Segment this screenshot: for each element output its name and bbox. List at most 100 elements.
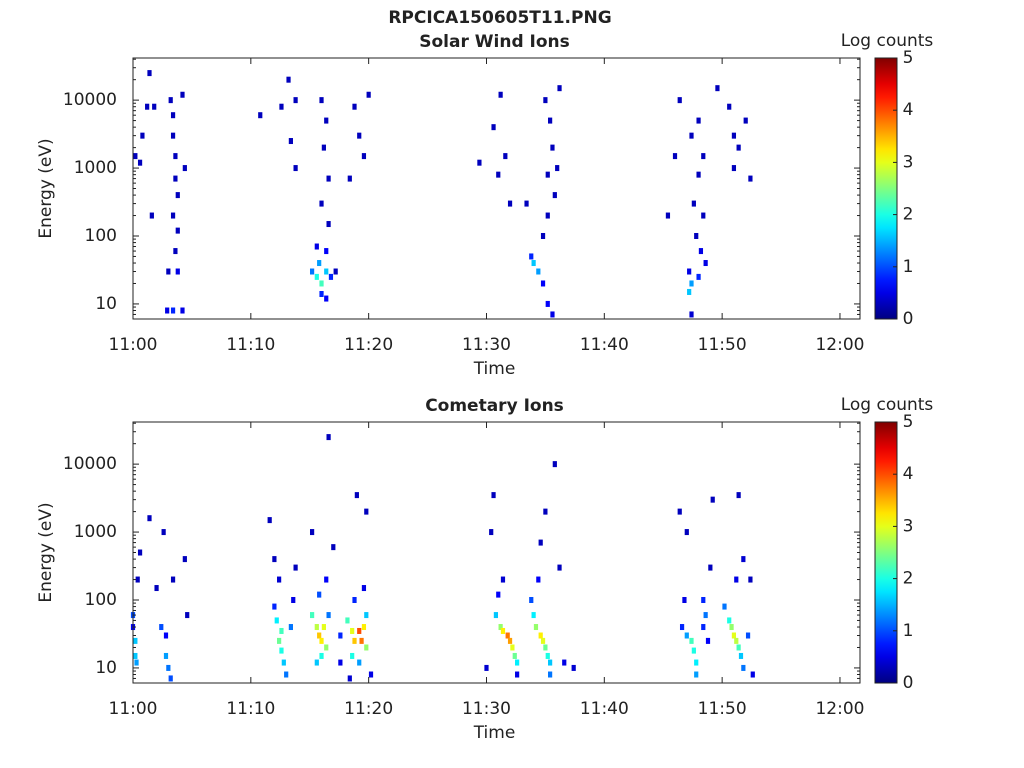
spectrogram-cell — [689, 280, 694, 287]
spectrogram-cell — [727, 617, 732, 624]
spectrogram-cell — [314, 624, 319, 631]
spectrogram-cell — [557, 85, 562, 92]
colorbar-tick-label: 5 — [903, 48, 914, 68]
spectrogram-cell — [161, 529, 166, 536]
spectrogram-cell — [550, 144, 555, 151]
spectrogram-cell — [500, 576, 506, 583]
y-tick-label: 10000 — [63, 90, 117, 110]
spectrogram-cell — [738, 652, 744, 659]
spectrogram-cell — [736, 644, 741, 651]
spectrogram-cell — [729, 624, 734, 631]
spectrogram-cell — [175, 268, 180, 275]
spectrogram-cell — [288, 138, 293, 145]
spectrogram-cell — [531, 612, 536, 619]
x-tick-label: 11:10 — [226, 335, 275, 355]
colorbar — [874, 421, 898, 684]
colorbar-tick-label: 3 — [903, 152, 914, 172]
spectrogram-cell — [361, 153, 367, 160]
spectrogram-cell — [731, 132, 737, 139]
spectrogram-cell — [133, 652, 138, 659]
spectrogram-cell — [540, 232, 546, 239]
spectrogram-cell — [347, 675, 352, 682]
spectrogram-cell — [133, 153, 138, 160]
spectrogram-cell — [679, 624, 685, 631]
spectrogram-cell — [173, 175, 178, 182]
spectrogram-cell — [684, 632, 689, 639]
spectrogram-cell — [317, 591, 322, 598]
spectrogram-cell — [571, 664, 576, 671]
spectrogram-cell — [166, 268, 171, 275]
spectrogram-cell — [359, 637, 364, 644]
colorbar-tick-label: 1 — [903, 621, 914, 641]
spectrogram-cell — [500, 627, 506, 634]
y-tick-label: 10 — [95, 658, 117, 678]
y-tick-label: 1000 — [74, 158, 117, 178]
spectrogram-cell — [557, 564, 562, 571]
spectrogram-cell — [357, 132, 362, 139]
spectrogram-cell — [321, 144, 326, 151]
spectrogram-cell — [538, 539, 543, 546]
spectrogram-cell — [701, 212, 706, 219]
spectrogram-cell — [364, 612, 369, 619]
x-axis-label: Time — [473, 359, 516, 379]
spectrogram-cell — [345, 617, 350, 624]
spectrogram-cell — [555, 165, 560, 172]
spectrogram-cell — [279, 103, 284, 110]
y-tick-label: 10 — [95, 294, 117, 314]
spectrogram-cell — [152, 103, 157, 110]
colorbar-tick-label: 5 — [903, 412, 914, 432]
y-tick-label: 100 — [85, 226, 117, 246]
spectrogram-cell — [545, 171, 550, 178]
colorbar-tick-label: 1 — [903, 257, 914, 277]
spectrogram-cell — [274, 617, 279, 624]
spectrogram-cell — [496, 591, 501, 598]
spectrogram-cell — [350, 652, 355, 659]
colorbar-tick-label: 0 — [903, 309, 914, 329]
spectrogram-cell — [277, 637, 282, 644]
spectrogram-cell — [507, 200, 513, 207]
spectrogram-cell — [507, 637, 513, 644]
spectrogram-cell — [694, 659, 699, 666]
spectrogram-cell — [314, 273, 319, 280]
spectrogram-cell — [154, 585, 159, 592]
spectrogram-cell — [168, 97, 173, 104]
x-axis-label: Time — [473, 723, 516, 743]
spectrogram-cell — [533, 624, 539, 631]
spectrogram-cell — [677, 97, 682, 104]
x-tick-label: 12:00 — [815, 335, 864, 355]
colorbar-label: Log counts — [841, 395, 934, 415]
spectrogram-cell — [291, 596, 296, 603]
spectrogram-cell — [552, 192, 557, 199]
colorbar — [874, 57, 898, 320]
spectrogram-cell — [173, 248, 178, 255]
spectrogram-cell — [734, 637, 739, 644]
spectrogram-cell — [665, 212, 671, 219]
spectrogram-cell — [368, 671, 374, 678]
x-tick-label: 11:20 — [344, 335, 393, 355]
spectrogram-cell — [319, 200, 324, 207]
spectrogram-cell — [710, 496, 715, 503]
spectrogram-cell — [317, 632, 322, 639]
y-tick-label: 100 — [85, 590, 117, 610]
spectrogram-cell — [350, 627, 355, 634]
spectrogram-cell — [545, 652, 550, 659]
spectrogram-cell — [170, 307, 176, 314]
spectrogram-cell — [498, 624, 503, 631]
spectrogram-cell — [170, 576, 176, 583]
spectrogram-cell — [145, 103, 150, 110]
spectrogram-cell — [524, 200, 529, 207]
spectrogram-cell — [293, 97, 298, 104]
spectrogram-cell — [696, 117, 701, 124]
spectrogram-cell — [741, 664, 746, 671]
x-tick-label: 11:10 — [226, 699, 275, 719]
spectrogram-cell — [703, 612, 708, 619]
spectrogram-cell — [734, 576, 739, 583]
spectrogram-cell — [741, 556, 746, 563]
spectrogram-cell — [149, 212, 154, 219]
spectrogram-cell — [175, 192, 180, 199]
spectrogram-cell — [543, 644, 548, 651]
axes-frame — [132, 421, 861, 684]
spectrogram-cell — [503, 153, 508, 160]
spectrogram-cell — [736, 492, 741, 499]
spectrogram-cell — [538, 632, 543, 639]
